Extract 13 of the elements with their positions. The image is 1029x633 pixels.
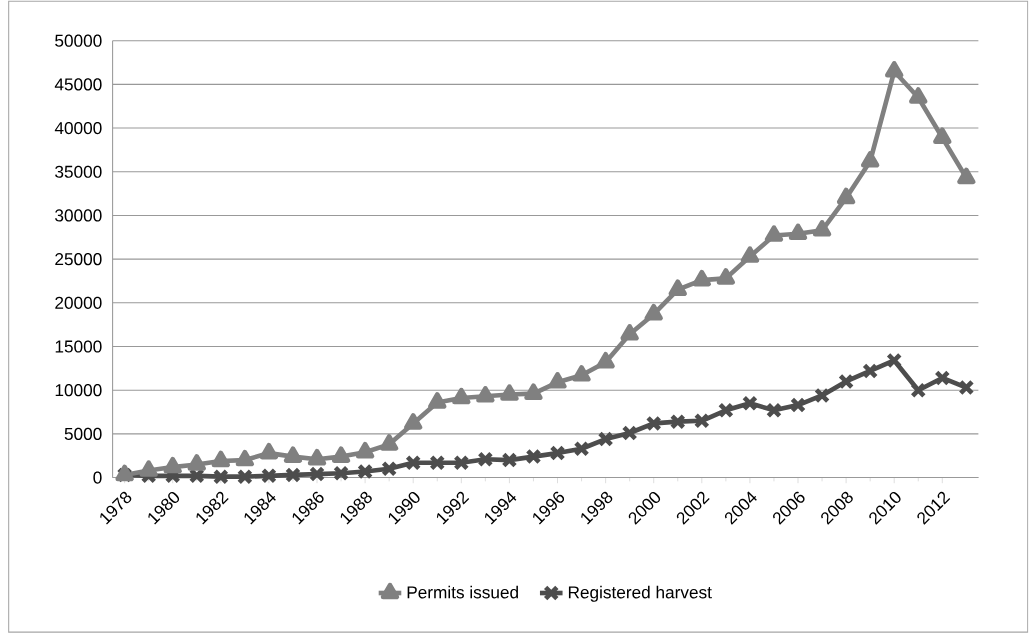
legend-label: Permits issued — [407, 585, 518, 599]
y-tick-label: 30000 — [55, 209, 102, 222]
y-tick-label: 5000 — [64, 427, 102, 440]
y-tick-label: 45000 — [54, 78, 102, 91]
y-tick-label: 40000 — [54, 121, 102, 134]
y-tick-label: 25000 — [55, 252, 102, 265]
y-tick-label: 0 — [93, 471, 102, 484]
legend-label: Registered harvest — [568, 585, 712, 602]
y-tick-label: 10000 — [55, 383, 102, 397]
y-tick-label: 50000 — [55, 34, 102, 47]
y-tick-label: 15000 — [55, 340, 102, 353]
y-tick-label: 20000 — [55, 296, 102, 309]
y-tick-label: 35000 — [55, 165, 102, 178]
